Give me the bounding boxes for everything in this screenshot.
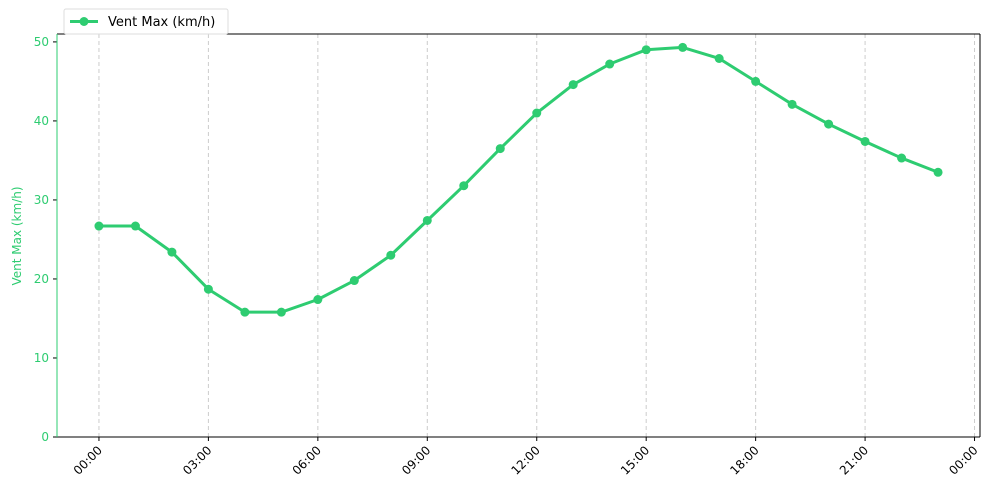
legend-label: Vent Max (km/h) [108, 15, 215, 30]
x-tick-label: 12:00 [509, 443, 543, 477]
series-vent-max [94, 42, 943, 317]
x-tick-label: 21:00 [837, 443, 871, 477]
x-tick-label: 00:00 [71, 443, 105, 477]
data-point [495, 144, 505, 154]
x-tick-label: 06:00 [290, 443, 324, 477]
data-point [860, 136, 870, 146]
data-point [787, 99, 797, 109]
data-point [751, 76, 761, 86]
grid-lines [98, 34, 976, 437]
data-point [532, 108, 542, 118]
data-point [897, 153, 907, 163]
data-point [240, 307, 250, 317]
series-line [98, 45, 939, 314]
data-point [714, 53, 724, 63]
y-axis-label: Vent Max (km/h) [10, 186, 24, 285]
x-tick-label: 09:00 [399, 443, 433, 477]
data-point [933, 167, 943, 177]
legend-marker-icon [79, 17, 89, 26]
data-point [276, 307, 286, 317]
data-point [313, 295, 323, 305]
data-point [130, 221, 140, 231]
data-point [568, 80, 578, 90]
data-point [386, 250, 396, 260]
y-tick-label: 40 [34, 114, 49, 128]
legend: Vent Max (km/h) [63, 8, 229, 35]
y-tick-label: 20 [34, 272, 49, 286]
x-tick-label: 00:00 [946, 443, 980, 477]
y-tick-label: 10 [34, 351, 49, 365]
x-tick-label: 03:00 [180, 443, 214, 477]
data-point [349, 276, 359, 286]
x-tick-label: 18:00 [727, 443, 761, 477]
data-point [678, 42, 688, 52]
data-point [824, 119, 834, 129]
y-tick-label: 50 [34, 35, 49, 49]
x-tick-label: 15:00 [618, 443, 652, 477]
data-point [422, 215, 432, 225]
data-point [203, 284, 213, 294]
data-point [605, 59, 615, 69]
data-point [459, 181, 469, 191]
data-point [641, 45, 651, 55]
y-tick-label: 0 [41, 430, 49, 444]
data-point [167, 247, 177, 257]
y-tick-label: 30 [34, 193, 49, 207]
data-point [94, 221, 104, 231]
